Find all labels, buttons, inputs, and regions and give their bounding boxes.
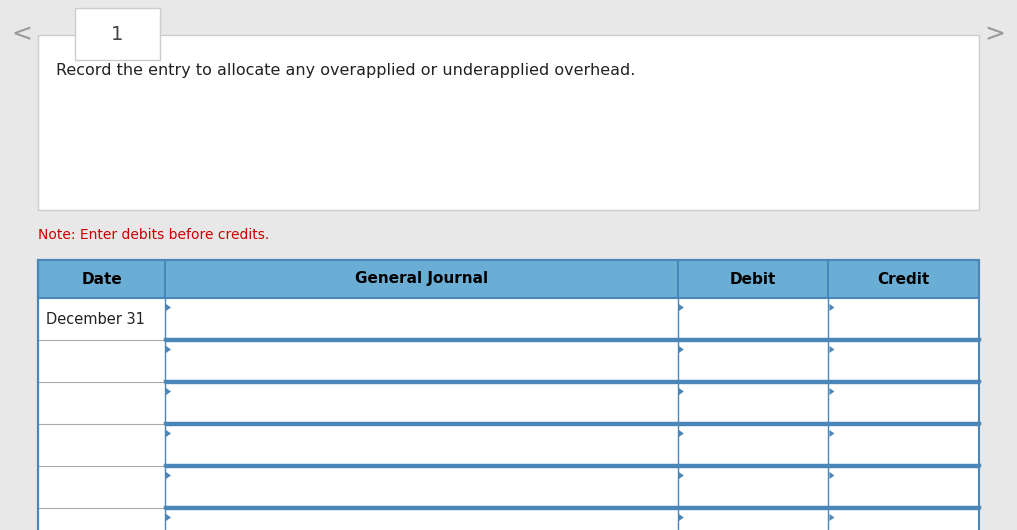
Polygon shape [830,472,834,479]
Polygon shape [166,514,171,521]
Text: Date: Date [81,271,122,287]
Polygon shape [830,346,834,353]
Polygon shape [679,472,683,479]
Text: Credit: Credit [878,271,930,287]
Polygon shape [830,388,834,395]
Polygon shape [166,430,171,437]
Polygon shape [166,346,171,353]
Text: >: > [984,22,1006,46]
Polygon shape [166,304,171,311]
Polygon shape [166,472,171,479]
FancyBboxPatch shape [38,466,979,508]
Text: Record the entry to allocate any overapplied or underapplied overhead.: Record the entry to allocate any overapp… [56,63,636,78]
FancyBboxPatch shape [38,260,979,298]
Text: General Journal: General Journal [355,271,488,287]
Text: December 31: December 31 [46,312,144,326]
Polygon shape [679,346,683,353]
FancyBboxPatch shape [75,8,160,60]
Polygon shape [830,514,834,521]
FancyBboxPatch shape [38,298,979,340]
Polygon shape [679,388,683,395]
Polygon shape [830,430,834,437]
Text: Note: Enter debits before credits.: Note: Enter debits before credits. [38,228,270,242]
Polygon shape [679,514,683,521]
FancyBboxPatch shape [38,424,979,466]
Polygon shape [679,304,683,311]
FancyBboxPatch shape [38,382,979,424]
Polygon shape [830,304,834,311]
Text: Debit: Debit [730,271,776,287]
FancyBboxPatch shape [38,35,979,210]
Polygon shape [679,430,683,437]
Polygon shape [166,388,171,395]
FancyBboxPatch shape [38,508,979,530]
Text: <: < [11,22,33,46]
Text: 1: 1 [111,24,124,43]
FancyBboxPatch shape [38,340,979,382]
